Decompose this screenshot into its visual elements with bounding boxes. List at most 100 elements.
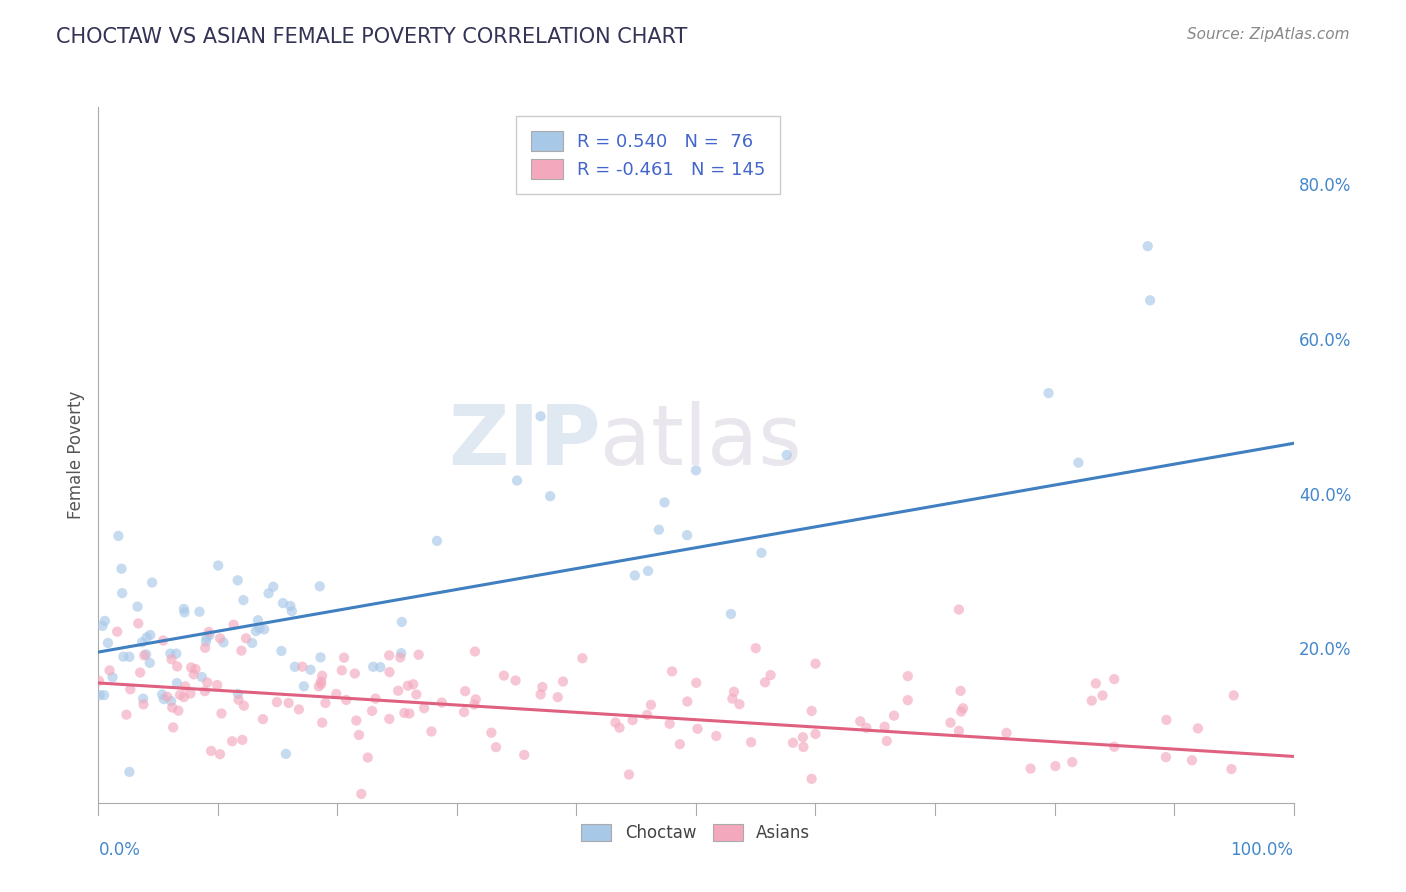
Point — [952, 701, 974, 715]
Point — [485, 740, 508, 755]
Point — [245, 624, 267, 639]
Point — [685, 463, 707, 477]
Point — [1104, 739, 1126, 754]
Point — [111, 586, 134, 600]
Point — [249, 621, 271, 635]
Point — [91, 619, 114, 633]
Point — [636, 707, 658, 722]
Text: 0.0%: 0.0% — [98, 841, 141, 859]
Point — [530, 688, 553, 702]
Point — [180, 660, 202, 674]
Point — [152, 633, 174, 648]
Point — [676, 694, 699, 708]
Point — [105, 624, 128, 639]
Point — [87, 673, 110, 688]
Point — [389, 646, 412, 660]
Point — [398, 706, 420, 721]
Point — [1136, 239, 1159, 253]
Point — [640, 698, 662, 712]
Point — [132, 698, 155, 712]
Point — [188, 605, 211, 619]
Point — [479, 725, 502, 739]
Point — [430, 696, 453, 710]
Point — [205, 678, 228, 692]
Point — [235, 632, 257, 646]
Point — [624, 568, 647, 582]
Point — [658, 716, 681, 731]
Point — [420, 724, 443, 739]
Point — [207, 558, 229, 573]
Point — [271, 596, 294, 610]
Point — [350, 787, 373, 801]
Point — [948, 723, 970, 738]
Point — [855, 721, 877, 735]
Point — [792, 731, 814, 745]
Point — [232, 698, 254, 713]
Point — [94, 614, 117, 628]
Point — [1062, 755, 1084, 769]
Point — [208, 747, 231, 762]
Point — [131, 635, 153, 649]
Point — [162, 720, 184, 734]
Point — [173, 690, 195, 704]
Point — [1067, 456, 1090, 470]
Point — [194, 634, 217, 648]
Point — [191, 670, 214, 684]
Point — [93, 688, 115, 702]
Point — [357, 750, 380, 764]
Point — [676, 528, 699, 542]
Point — [226, 574, 249, 588]
Point — [1139, 293, 1161, 308]
Legend: Choctaw, Asians: Choctaw, Asians — [574, 815, 818, 850]
Point — [361, 704, 384, 718]
Point — [800, 772, 823, 786]
Point — [402, 677, 425, 691]
Point — [1038, 386, 1060, 401]
Point — [804, 657, 827, 671]
Point — [343, 666, 366, 681]
Point — [364, 691, 387, 706]
Point — [1019, 762, 1042, 776]
Y-axis label: Female Poverty: Female Poverty — [66, 391, 84, 519]
Point — [547, 690, 569, 705]
Point — [1084, 676, 1107, 690]
Point — [464, 644, 486, 658]
Point — [728, 698, 751, 712]
Point — [194, 640, 217, 655]
Point — [335, 693, 357, 707]
Point — [361, 660, 384, 674]
Point — [571, 651, 593, 665]
Point — [1154, 750, 1177, 764]
Point — [804, 727, 827, 741]
Point — [454, 684, 477, 698]
Point — [292, 679, 315, 693]
Point — [195, 675, 218, 690]
Point — [621, 713, 644, 727]
Point — [876, 734, 898, 748]
Point — [173, 602, 195, 616]
Point — [309, 677, 332, 691]
Point — [551, 674, 574, 689]
Point — [378, 665, 401, 679]
Point — [309, 650, 332, 665]
Point — [174, 679, 197, 693]
Point — [284, 660, 307, 674]
Point — [314, 696, 336, 710]
Point — [160, 652, 183, 666]
Point — [1104, 672, 1126, 686]
Point — [505, 673, 527, 688]
Point — [150, 688, 173, 702]
Point — [274, 747, 297, 761]
Point — [1091, 689, 1114, 703]
Point — [453, 705, 475, 719]
Point — [309, 674, 332, 689]
Point — [408, 648, 430, 662]
Point — [513, 747, 536, 762]
Point — [291, 659, 314, 673]
Point — [661, 665, 683, 679]
Point — [883, 708, 905, 723]
Point — [257, 586, 280, 600]
Point — [134, 648, 156, 663]
Point — [609, 721, 631, 735]
Point — [492, 668, 515, 682]
